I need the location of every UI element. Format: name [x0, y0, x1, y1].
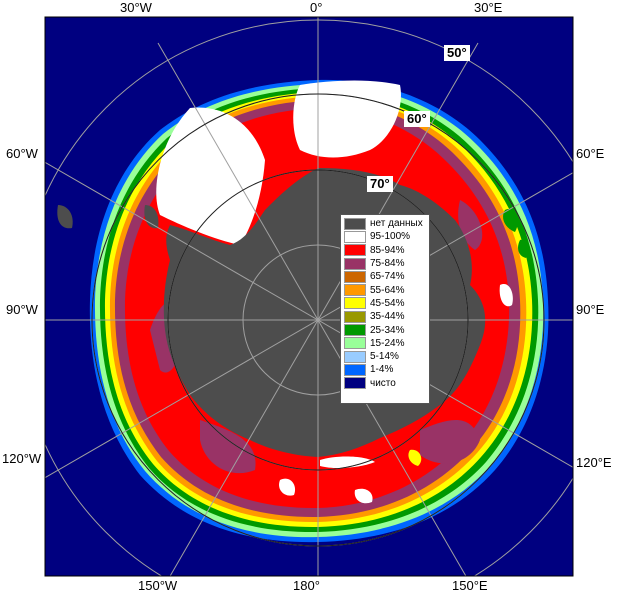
legend-swatch — [344, 270, 366, 283]
legend-label: 25-34% — [370, 324, 405, 336]
lon-label-0: 0° — [310, 0, 323, 15]
legend-label: 15-24% — [370, 337, 405, 349]
legend-item: 25-34% — [344, 323, 426, 337]
legend-label: чисто — [370, 377, 396, 389]
lon-label-90e: 90°E — [576, 302, 605, 317]
lat-label-70: 70° — [367, 176, 393, 192]
lon-label-30w: 30°W — [120, 0, 152, 15]
legend-swatch — [344, 257, 366, 270]
lon-label-150w: 150°W — [138, 578, 178, 593]
ice-patch-white — [279, 478, 296, 496]
ice-patch-white — [320, 456, 375, 469]
legend-item: 1-4% — [344, 363, 426, 376]
graticule-dark — [91, 93, 545, 547]
legend-item: 65-74% — [344, 270, 426, 283]
legend-swatch — [344, 230, 366, 243]
legend-swatch — [344, 377, 366, 390]
legend-swatch — [344, 310, 366, 323]
legend-item: 15-24% — [344, 337, 426, 350]
lon-label-180: 180° — [293, 578, 320, 593]
lon-label-30e: 30°E — [474, 0, 503, 15]
lon-label-120w: 120°W — [2, 451, 42, 466]
lon-label-60e: 60°E — [576, 146, 605, 161]
lon-label-120e: 120°E — [576, 455, 612, 470]
ice-patch-purple — [420, 420, 480, 464]
legend-item: чисто — [344, 377, 426, 390]
legend-swatch — [344, 324, 366, 337]
lon-label-90w: 90°W — [6, 302, 38, 317]
ice-patch-purple — [200, 420, 256, 474]
legend-swatch — [344, 244, 366, 257]
lat-label-50: 50° — [444, 45, 470, 61]
ice-patch-white — [156, 107, 265, 245]
concentration-legend: нет данных 95-100% 85-94% 75-84% 65-74% 55-64… — [340, 214, 430, 404]
legend-label: 75-84% — [370, 258, 405, 270]
ice-speck-green — [503, 209, 518, 232]
legend-label: 35-44% — [370, 311, 405, 323]
map-frame — [44, 16, 574, 577]
legend-item: 35-44% — [344, 310, 426, 323]
legend-label: 1-4% — [370, 364, 394, 376]
ice-speck-green — [518, 239, 529, 258]
ice-patch-white — [499, 284, 513, 307]
legend-label: нет данных — [370, 218, 423, 230]
lon-label-60w: 60°W — [6, 146, 38, 161]
legend-label: 85-94% — [370, 244, 405, 256]
legend-item: 95-100% — [344, 230, 426, 243]
ice-patch-white — [354, 488, 373, 504]
no-data-patch — [57, 205, 73, 229]
legend-item: 75-84% — [344, 257, 426, 270]
legend-swatch — [344, 297, 366, 310]
legend-swatch — [344, 350, 366, 363]
legend-label: 5-14% — [370, 351, 399, 363]
legend-item: 55-64% — [344, 283, 426, 297]
ice-speck-yellow — [408, 449, 422, 466]
ice-patch-white — [293, 80, 401, 158]
legend-item: 45-54% — [344, 297, 426, 310]
legend-item: 5-14% — [344, 350, 426, 363]
legend-label: 55-64% — [370, 284, 405, 296]
legend-label: 95-100% — [370, 231, 411, 243]
legend-swatch — [344, 217, 366, 230]
legend-label: 65-74% — [370, 271, 405, 283]
lat-label-60: 60° — [404, 111, 430, 127]
legend-item: 85-94% — [344, 244, 426, 257]
lon-label-150e: 150°E — [452, 578, 488, 593]
legend-swatch — [344, 363, 366, 376]
legend-swatch — [344, 284, 366, 297]
legend-label: 45-54% — [370, 297, 405, 309]
legend-item: нет данных — [344, 217, 426, 230]
no-data-patch — [144, 205, 159, 229]
legend-swatch — [344, 337, 366, 350]
